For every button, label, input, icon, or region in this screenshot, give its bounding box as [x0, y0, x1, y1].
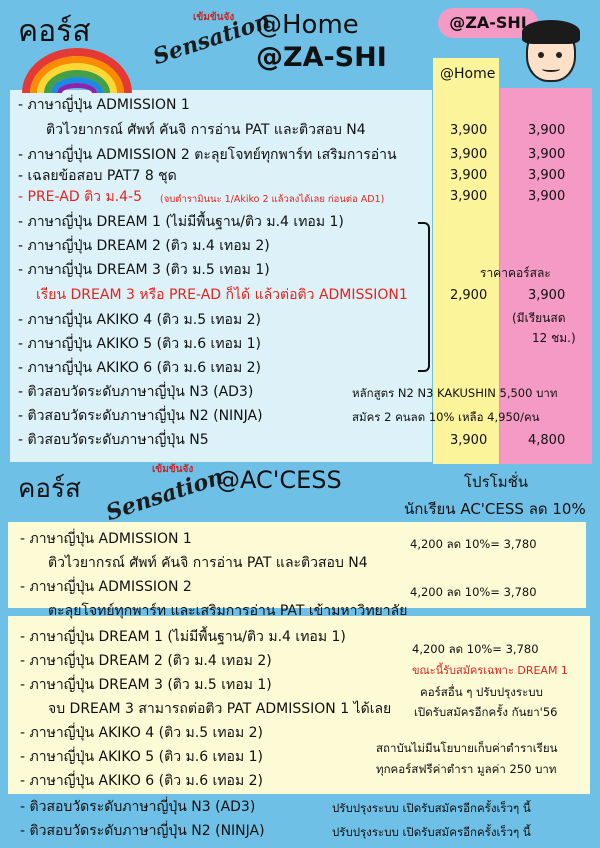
access-heading: @AC'CESS — [216, 466, 342, 494]
course-heading: คอร์ส — [18, 14, 91, 49]
promo-label: โปรโมชั่น — [464, 473, 529, 491]
hours-note: 12 ชม.) — [532, 331, 576, 345]
home-heading: @Home — [256, 10, 359, 40]
home-price: 3,900 — [450, 147, 488, 162]
logo-small-text: เข้มข้นจัง — [193, 12, 235, 23]
zashi-price: 3,900 — [528, 147, 566, 162]
course-row: - ภาษาญี่ปุ่น AKIKO 4 (ติว ม.5 เทอม 2) — [20, 725, 264, 741]
course-row: - ภาษาญี่ปุ่น DREAM 1 (ไม่มีพื้นฐาน/ติว … — [20, 629, 346, 645]
home-price: 3,900 — [450, 168, 488, 183]
course-row: เรียน DREAM 3 หรือ PRE-AD ก็ได้ แล้วต่อต… — [36, 287, 408, 303]
course-row: - PRE-AD ติว ม.4-5 — [18, 189, 143, 205]
course-row: จบ DREAM 3 สามารถต่อติว PAT ADMISSION 1 … — [48, 701, 392, 717]
course-row: - ภาษาญี่ปุ่น DREAM 1 (ไม่มีพื้นฐาน/ติว … — [18, 214, 344, 230]
home-price-column — [433, 58, 499, 464]
admission-box — [8, 522, 586, 608]
course-row: - ติวสอบวัดระดับภาษาญี่ปุ่น N2 (NINJA) — [18, 408, 263, 424]
dream-home-price: 2,900 — [450, 288, 488, 303]
course-row: - ติวสอบวัดระดับภาษาญี่ปุ่น N3 (AD3) — [20, 799, 256, 815]
home-column-label: @Home — [440, 66, 496, 82]
per-course-note: ราคาคอร์สละ — [480, 266, 551, 280]
course-row: - ภาษาญี่ปุ่น AKIKO 5 (ติว ม.6 เทอม 1) — [18, 336, 262, 352]
discount-note: สมัคร 2 คนลด 10% เหลือ 4,950/คน — [352, 410, 540, 424]
promo-detail: นักเรียน AC'CESS ลด 10% — [404, 500, 586, 518]
n2-status: ปรับปรุงระบบ เปิดรับสมัครอีกครั้งเร็วๆ น… — [332, 825, 531, 839]
course-row: ติวไวยากรณ์ ศัพท์ คันจิ การอ่าน PAT และต… — [46, 122, 366, 138]
rainbow-image — [22, 48, 132, 93]
dream-akiko-bracket — [418, 222, 430, 372]
zashi-price: 4,800 — [528, 433, 566, 448]
dream-zashi-price: 3,900 — [528, 288, 566, 303]
course-row: - ภาษาญี่ปุ่น ADMISSION 1 — [18, 97, 190, 113]
zashi-price: 3,900 — [528, 123, 566, 138]
course-row: - ภาษาญี่ปุ่น AKIKO 6 (ติว ม.6 เทอม 2) — [20, 773, 264, 789]
course-row: - ภาษาญี่ปุ่น DREAM 2 (ติว ม.4 เทอม 2) — [20, 653, 272, 669]
adm2-price: 4,200 ลด 10%= 3,780 — [410, 585, 537, 599]
dream-price: 4,200 ลด 10%= 3,780 — [412, 642, 539, 656]
sensation-logo-2: เข้มข้นจัง Sensation — [100, 460, 227, 526]
zashi-heading: @ZA-SHI — [256, 42, 387, 73]
course-row: - ภาษาญี่ปุ่น DREAM 3 (ติว ม.5 เทอม 1) — [20, 677, 272, 693]
course-heading-2: คอร์ส — [18, 474, 81, 504]
adm1-price: 4,200 ลด 10%= 3,780 — [410, 537, 537, 551]
course-row: - ภาษาญี่ปุ่น AKIKO 6 (ติว ม.6 เทอม 2) — [18, 360, 262, 376]
course-row: - ติวสอบวัดระดับภาษาญี่ปุ่น N5 — [18, 432, 209, 448]
logo-small-text: เข้มข้นจัง — [152, 464, 194, 475]
zashi-price-column — [500, 88, 592, 464]
dream-akiko-box — [8, 616, 590, 794]
reopen-note: เปิดรับสมัครอีกครั้ง กันยา'56 — [414, 705, 558, 719]
character-icon — [520, 18, 582, 88]
course-row: ติวไวยากรณ์ ศัพท์ คันจิ การอ่าน PAT และต… — [48, 555, 368, 571]
textbook-free: ทุกคอร์สฟรีค่าตำรา มูลค่า 250 บาท — [376, 762, 557, 776]
zashi-price: 3,900 — [528, 189, 566, 204]
sensation-logo: เข้มข้นจัง Sensation — [145, 8, 274, 70]
dream-only-note: ขณะนี้รับสมัครเฉพาะ DREAM 1 — [412, 664, 568, 677]
course-row: - ภาษาญี่ปุ่น ADMISSION 1 — [20, 531, 192, 547]
top-course-panel — [10, 90, 432, 462]
course-row: - ภาษาญี่ปุ่น AKIKO 5 (ติว ม.6 เทอม 1) — [20, 749, 264, 765]
n3-status: ปรับปรุงระบบ เปิดรับสมัครอีกครั้งเร็วๆ น… — [332, 801, 531, 815]
pre-ad-note: (จบตำรามินนะ 1/Akiko 2 แล้วลงได้เลย ก่อน… — [160, 194, 385, 205]
self-study-note: (มีเรียนสด — [512, 311, 566, 325]
course-row: - ภาษาญี่ปุ่น DREAM 2 (ติว ม.4 เทอม 2) — [18, 238, 270, 254]
other-courses-note: คอร์สอื่น ๆ ปรับปรุงระบบ — [420, 685, 543, 699]
home-price: 3,900 — [450, 189, 488, 204]
home-price: 3,900 — [450, 123, 488, 138]
textbook-policy: สถาบันไม่มีนโยบายเก็บค่าตำราเรียน — [376, 741, 558, 755]
course-row: - ภาษาญี่ปุ่น ADMISSION 2 — [20, 579, 192, 595]
course-row: - ภาษาญี่ปุ่น AKIKO 4 (ติว ม.5 เทอม 2) — [18, 312, 262, 328]
course-row: - ภาษาญี่ปุ่น DREAM 3 (ติว ม.5 เทอม 1) — [18, 262, 270, 278]
kakushin-note: หลักสูตร N2 N3 KAKUSHIN 5,500 บาท — [352, 386, 558, 400]
course-row: - ติวสอบวัดระดับภาษาญี่ปุ่น N3 (AD3) — [18, 384, 254, 400]
zashi-badge: @ZA-SHI — [438, 8, 538, 38]
course-row: - ติวสอบวัดระดับภาษาญี่ปุ่น N2 (NINJA) — [20, 823, 265, 839]
course-row: - เฉลยข้อสอบ PAT7 8 ชุด — [18, 168, 177, 184]
home-price: 3,900 — [450, 433, 488, 448]
course-row: ตะลุยโจทย์ทุกพาร์ท และเสริมการอ่าน PAT เ… — [48, 603, 408, 619]
zashi-price: 3,900 — [528, 168, 566, 183]
course-row: - ภาษาญี่ปุ่น ADMISSION 2 ตะลุยโจทย์ทุกพ… — [18, 147, 397, 163]
